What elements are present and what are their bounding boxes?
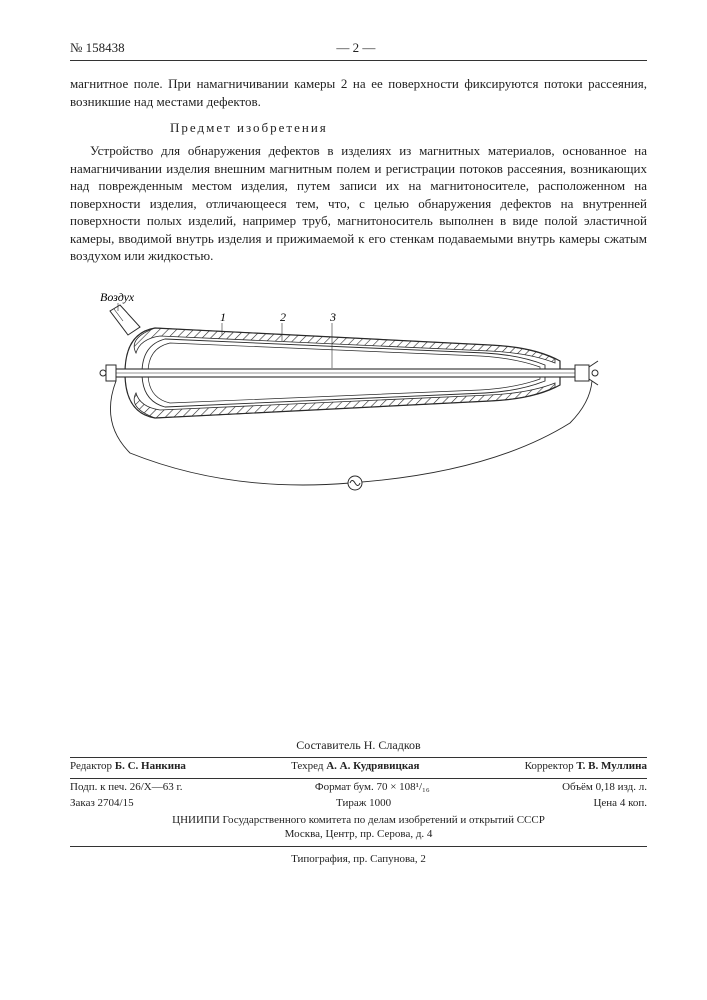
tech-name: А. А. Кудрявицкая: [326, 760, 419, 772]
org-lines: ЦНИИПИ Государственного комитета по дела…: [70, 813, 647, 842]
right-fitting: [575, 365, 589, 381]
page-marker: — 2 —: [336, 40, 375, 56]
credits-row-3: Заказ 2704/15 Тираж 1000 Цена 4 коп.: [70, 795, 647, 811]
compiler-line: Составитель Н. Сладков: [70, 738, 647, 753]
printer-line: Типография, пр. Сапунова, 2: [70, 853, 647, 865]
credits-divider-3: [70, 846, 647, 847]
callout-3: 3: [329, 310, 336, 324]
header-divider: [70, 60, 647, 61]
paragraph-1: магнитное поле. При намагничивании камер…: [70, 75, 647, 110]
editor-name: Б. С. Нанкина: [115, 760, 186, 772]
corr-label: Корректор: [525, 760, 574, 772]
tech-label: Техред: [291, 760, 323, 772]
left-clamp: [106, 365, 116, 381]
page: № 158438 — 2 — магнитное поле. При намаг…: [0, 0, 707, 1000]
paper-format: Формат бум. 70 × 108¹/₁₆: [315, 781, 430, 793]
sign-date: Подп. к печ. 26/X—63 г.: [70, 781, 183, 793]
figure: Воздух 1 2 3: [70, 283, 647, 508]
doc-number: № 158438: [70, 40, 125, 56]
section-title: Предмет изобретения: [70, 120, 647, 136]
print-run: Тираж 1000: [336, 797, 391, 809]
header-line: № 158438 — 2 —: [70, 40, 647, 56]
volume: Объём 0,18 изд. л.: [562, 781, 647, 793]
price: Цена 4 коп.: [593, 797, 647, 809]
callout-2: 2: [280, 310, 286, 324]
order-num: Заказ 2704/15: [70, 797, 134, 809]
credits-row-2: Подп. к печ. 26/X—63 г. Формат бум. 70 ×…: [70, 779, 647, 795]
org-2: Москва, Центр, пр. Серова, д. 4: [70, 827, 647, 841]
figure-svg: Воздух 1 2 3: [70, 283, 630, 503]
paragraph-2: Устройство для обнаружения дефектов в из…: [70, 142, 647, 265]
credits-row-1: Редактор Б. С. Нанкина Техред А. А. Кудр…: [70, 758, 647, 774]
air-label: Воздух: [100, 290, 135, 304]
org-1: ЦНИИПИ Государственного комитета по дела…: [70, 813, 647, 827]
callout-1: 1: [220, 310, 226, 324]
editor-label: Редактор: [70, 760, 112, 772]
corr-name: Т. В. Муллина: [576, 760, 647, 772]
paragraph-2-text: Устройство для обнаружения дефектов в из…: [70, 143, 647, 263]
